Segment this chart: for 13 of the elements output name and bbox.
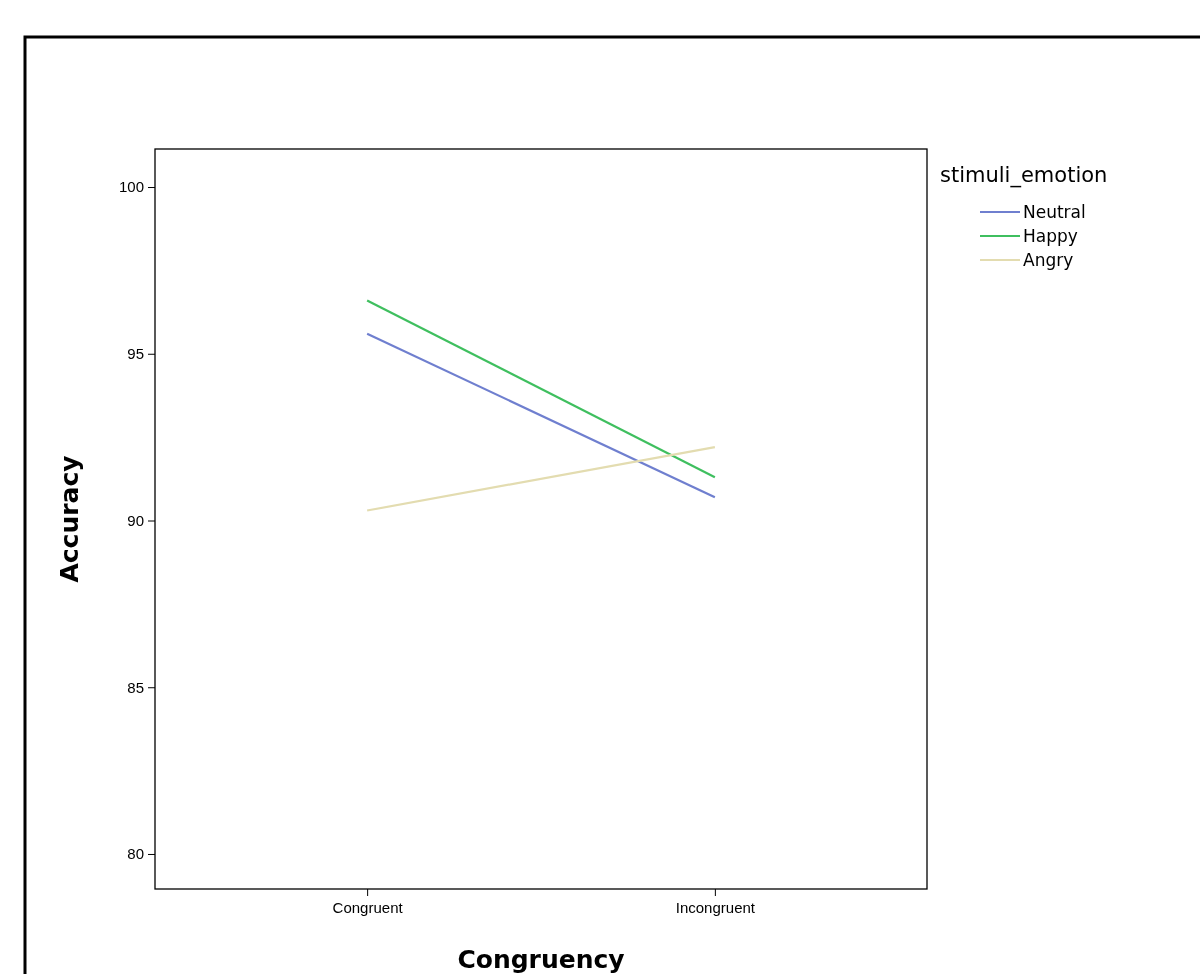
y-axis-title: Accuracy — [55, 455, 84, 583]
y-tick-label: 90 — [127, 511, 144, 529]
legend-label: Angry — [1023, 250, 1074, 270]
legend-label: Neutral — [1023, 202, 1086, 222]
y-tick-label: 80 — [127, 845, 144, 863]
x-tick-label: Incongruent — [675, 898, 756, 916]
legend-label: Happy — [1023, 226, 1078, 246]
x-axis-title: Congruency — [457, 945, 625, 974]
y-tick-label: 95 — [127, 345, 144, 363]
y-tick-label: 100 — [118, 178, 144, 196]
y-tick-label: 85 — [127, 678, 144, 696]
x-tick-label: Congruent — [332, 898, 404, 916]
legend-title: stimuli_emotion — [940, 163, 1108, 188]
